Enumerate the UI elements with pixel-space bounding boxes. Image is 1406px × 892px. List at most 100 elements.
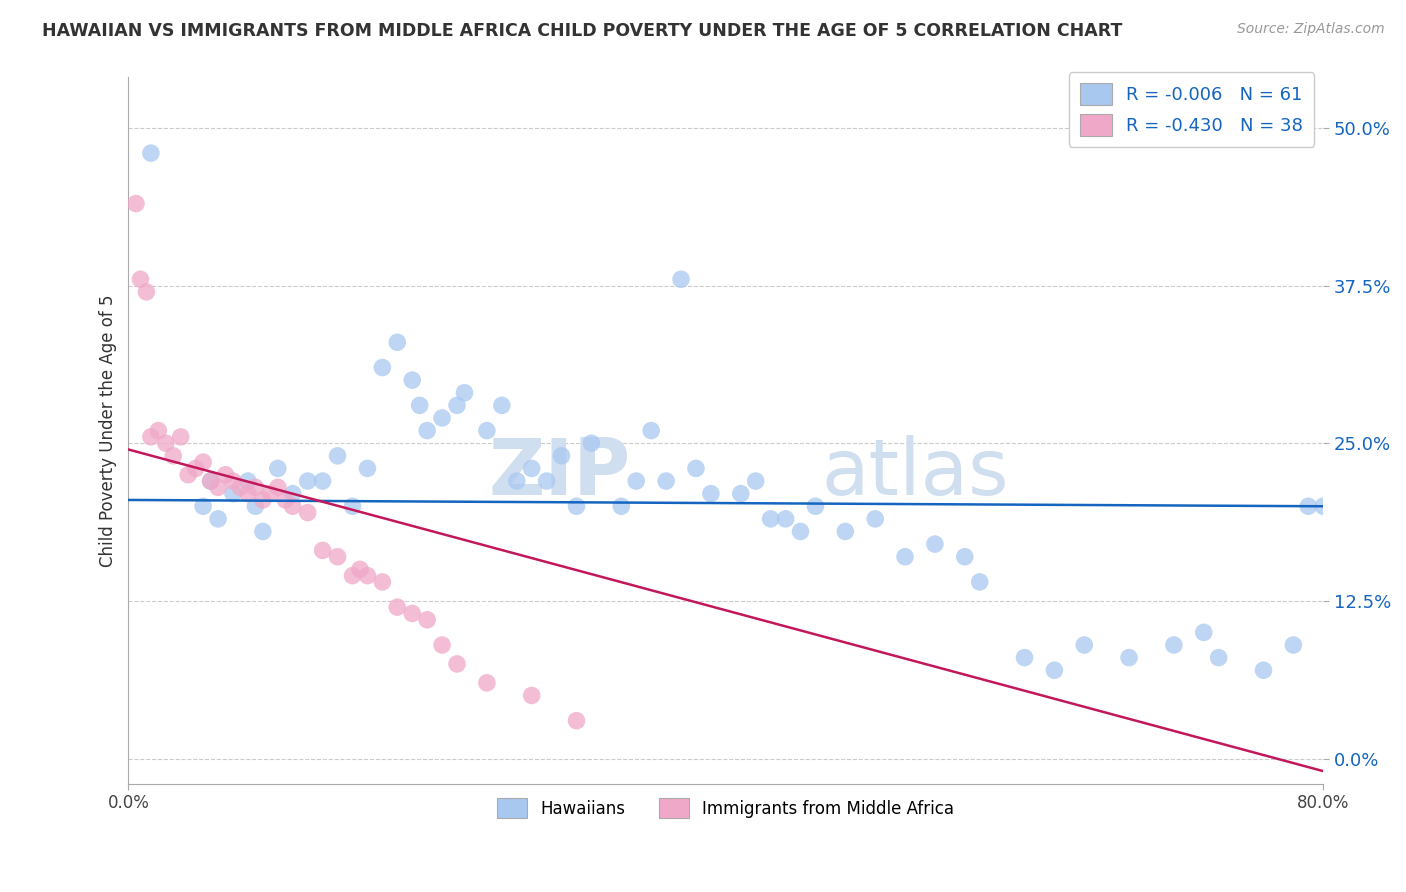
- Y-axis label: Child Poverty Under the Age of 5: Child Poverty Under the Age of 5: [100, 294, 117, 566]
- Point: [1118, 650, 1140, 665]
- Point: [1282, 638, 1305, 652]
- Point: [401, 373, 423, 387]
- Point: [274, 492, 297, 507]
- Point: [162, 449, 184, 463]
- Point: [446, 657, 468, 671]
- Point: [565, 500, 588, 514]
- Point: [125, 196, 148, 211]
- Point: [924, 537, 946, 551]
- Point: [356, 461, 378, 475]
- Point: [408, 398, 430, 412]
- Text: atlas: atlas: [821, 435, 1010, 511]
- Point: [371, 574, 394, 589]
- Point: [804, 500, 827, 514]
- Point: [252, 524, 274, 539]
- Point: [356, 568, 378, 582]
- Point: [759, 512, 782, 526]
- Point: [252, 492, 274, 507]
- Point: [626, 474, 648, 488]
- Point: [669, 272, 692, 286]
- Point: [139, 146, 162, 161]
- Point: [236, 486, 259, 500]
- Point: [191, 500, 214, 514]
- Point: [311, 543, 333, 558]
- Point: [207, 512, 229, 526]
- Point: [536, 474, 558, 488]
- Point: [139, 430, 162, 444]
- Point: [1253, 663, 1275, 677]
- Point: [222, 486, 245, 500]
- Point: [245, 500, 267, 514]
- Point: [177, 467, 200, 482]
- Point: [184, 461, 207, 475]
- Point: [475, 424, 498, 438]
- Point: [1312, 500, 1334, 514]
- Point: [1296, 500, 1319, 514]
- Point: [170, 430, 193, 444]
- Point: [430, 411, 453, 425]
- Point: [267, 480, 290, 494]
- Point: [214, 467, 236, 482]
- Point: [655, 474, 678, 488]
- Point: [416, 424, 439, 438]
- Point: [1014, 650, 1036, 665]
- Point: [453, 385, 475, 400]
- Point: [387, 600, 409, 615]
- Text: HAWAIIAN VS IMMIGRANTS FROM MIDDLE AFRICA CHILD POVERTY UNDER THE AGE OF 5 CORRE: HAWAIIAN VS IMMIGRANTS FROM MIDDLE AFRIC…: [42, 22, 1122, 40]
- Point: [506, 474, 529, 488]
- Point: [610, 500, 633, 514]
- Text: ZIP: ZIP: [488, 435, 630, 511]
- Point: [155, 436, 177, 450]
- Point: [387, 335, 409, 350]
- Point: [281, 500, 304, 514]
- Point: [236, 474, 259, 488]
- Point: [834, 524, 856, 539]
- Point: [1192, 625, 1215, 640]
- Point: [520, 689, 543, 703]
- Point: [342, 568, 364, 582]
- Point: [789, 524, 811, 539]
- Point: [297, 506, 319, 520]
- Point: [520, 461, 543, 475]
- Point: [229, 480, 252, 494]
- Point: [475, 676, 498, 690]
- Point: [281, 486, 304, 500]
- Point: [700, 486, 723, 500]
- Point: [744, 474, 766, 488]
- Point: [640, 424, 662, 438]
- Point: [129, 272, 152, 286]
- Point: [565, 714, 588, 728]
- Point: [446, 398, 468, 412]
- Point: [775, 512, 797, 526]
- Point: [311, 474, 333, 488]
- Point: [267, 461, 290, 475]
- Point: [297, 474, 319, 488]
- Point: [685, 461, 707, 475]
- Point: [430, 638, 453, 652]
- Point: [894, 549, 917, 564]
- Point: [416, 613, 439, 627]
- Point: [135, 285, 157, 299]
- Point: [200, 474, 222, 488]
- Point: [326, 449, 349, 463]
- Point: [969, 574, 991, 589]
- Point: [1163, 638, 1185, 652]
- Point: [245, 480, 267, 494]
- Point: [401, 607, 423, 621]
- Point: [326, 549, 349, 564]
- Point: [349, 562, 371, 576]
- Legend: Hawaiians, Immigrants from Middle Africa: Hawaiians, Immigrants from Middle Africa: [491, 791, 962, 825]
- Point: [200, 474, 222, 488]
- Point: [550, 449, 572, 463]
- Text: Source: ZipAtlas.com: Source: ZipAtlas.com: [1237, 22, 1385, 37]
- Point: [148, 424, 170, 438]
- Point: [1043, 663, 1066, 677]
- Point: [207, 480, 229, 494]
- Point: [371, 360, 394, 375]
- Point: [222, 474, 245, 488]
- Point: [730, 486, 752, 500]
- Point: [259, 486, 281, 500]
- Point: [191, 455, 214, 469]
- Point: [953, 549, 976, 564]
- Point: [1208, 650, 1230, 665]
